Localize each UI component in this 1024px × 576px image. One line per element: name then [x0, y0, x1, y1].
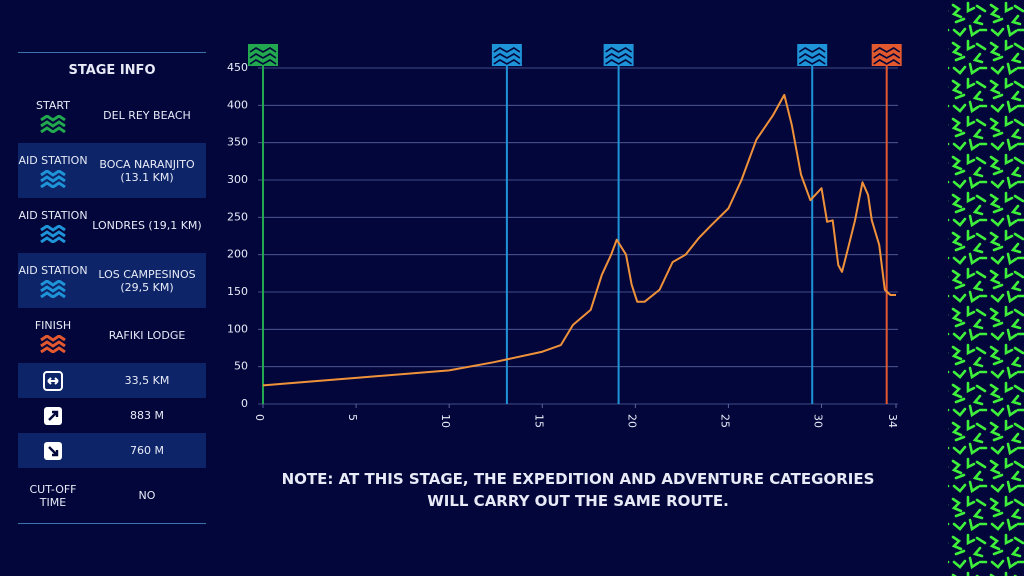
row-label: START	[36, 98, 70, 112]
row-value: DEL REY BEACH	[103, 109, 191, 122]
y-tick-label: 50	[234, 360, 248, 373]
row-value: LOS CAMPESINOS (29,5 KM)	[98, 267, 196, 294]
aid-icon	[40, 224, 66, 243]
descent-icon	[44, 441, 62, 460]
flag-zigzag	[798, 47, 826, 53]
table-row: 760 M	[18, 433, 206, 468]
flag-zigzag	[249, 53, 277, 59]
table-row: 33,5 KM	[18, 363, 206, 398]
table-row: CUT-OFF TIME NO	[18, 468, 206, 523]
x-tick-label: 30	[812, 414, 825, 428]
row-value: BOCA NARANJITO (13.1 KM)	[99, 157, 195, 184]
table-row: START DEL REY BEACH	[18, 88, 206, 143]
row-label: AID STATION	[18, 153, 88, 167]
row-label: CUT-OFF TIME	[29, 482, 77, 509]
row-value: NO	[138, 489, 156, 502]
finish-icon	[40, 334, 66, 353]
row-label: AID STATION	[18, 208, 88, 222]
y-tick-label: 350	[227, 136, 248, 149]
x-tick-label: 0	[253, 414, 266, 421]
row-value: 33,5 KM	[124, 374, 170, 387]
flag-zigzag	[873, 53, 901, 59]
elevation-line	[262, 93, 896, 387]
marker-flag	[871, 44, 902, 66]
row-value: 883 M	[130, 409, 164, 422]
flag-zigzag	[493, 47, 521, 53]
x-tick-label: 20	[625, 414, 638, 428]
table-row: AID STATION BOCA NARANJITO (13.1 KM)	[18, 143, 206, 198]
flag-zigzag	[249, 47, 277, 53]
row-value: LONDRES (19,1 KM)	[92, 219, 202, 232]
ascent-icon	[44, 406, 62, 425]
flag-zigzag	[798, 53, 826, 59]
x-tick-label: 5	[346, 414, 359, 421]
flag-zigzag	[605, 59, 633, 65]
y-tick-label: 0	[241, 397, 248, 410]
marker-flag	[491, 44, 522, 66]
aid-icon	[40, 279, 66, 298]
y-tick-label: 100	[227, 322, 248, 335]
stage-info-table: STAGE INFO START DEL REY BEACH AID STATIO…	[18, 52, 206, 524]
row-value: 760 M	[130, 444, 164, 457]
table-row: FINISH RAFIKI LODGE	[18, 308, 206, 363]
row-label: AID STATION	[18, 263, 88, 277]
row-value: RAFIKI LODGE	[108, 329, 186, 342]
flag-zigzag	[605, 53, 633, 59]
y-tick-label: 200	[227, 248, 248, 261]
start-icon	[40, 114, 66, 133]
marker-flag	[603, 44, 634, 66]
x-tick-label: 10	[439, 414, 452, 428]
y-tick-label: 400	[227, 98, 248, 111]
aid-icon	[40, 169, 66, 188]
y-tick-label: 450	[227, 61, 248, 74]
y-tick-label: 250	[227, 210, 248, 223]
table-title: STAGE INFO	[68, 63, 156, 78]
flag-zigzag	[249, 59, 277, 65]
table-row: AID STATION LONDRES (19,1 KM)	[18, 198, 206, 253]
x-tick-label: 25	[718, 414, 731, 428]
x-tick-label: 15	[532, 414, 545, 428]
table-row: 883 M	[18, 398, 206, 433]
marker-flag	[248, 44, 278, 66]
distance-icon	[43, 370, 63, 391]
flag-zigzag	[798, 59, 826, 65]
flag-zigzag	[493, 59, 521, 65]
note: NOTE: AT THIS STAGE, THE EXPEDITION AND …	[281, 470, 875, 510]
marker-flag	[797, 44, 828, 66]
decorative-strip	[948, 0, 1024, 576]
row-label: FINISH	[34, 318, 72, 332]
flag-zigzag	[873, 47, 901, 53]
y-tick-label: 150	[227, 285, 248, 298]
y-tick-label: 300	[227, 173, 248, 186]
x-tick-label: 34	[886, 414, 899, 428]
flag-zigzag	[605, 47, 633, 53]
table-row: AID STATION LOS CAMPESINOS (29,5 KM)	[18, 253, 206, 308]
flag-zigzag	[873, 59, 901, 65]
flag-zigzag	[493, 53, 521, 59]
